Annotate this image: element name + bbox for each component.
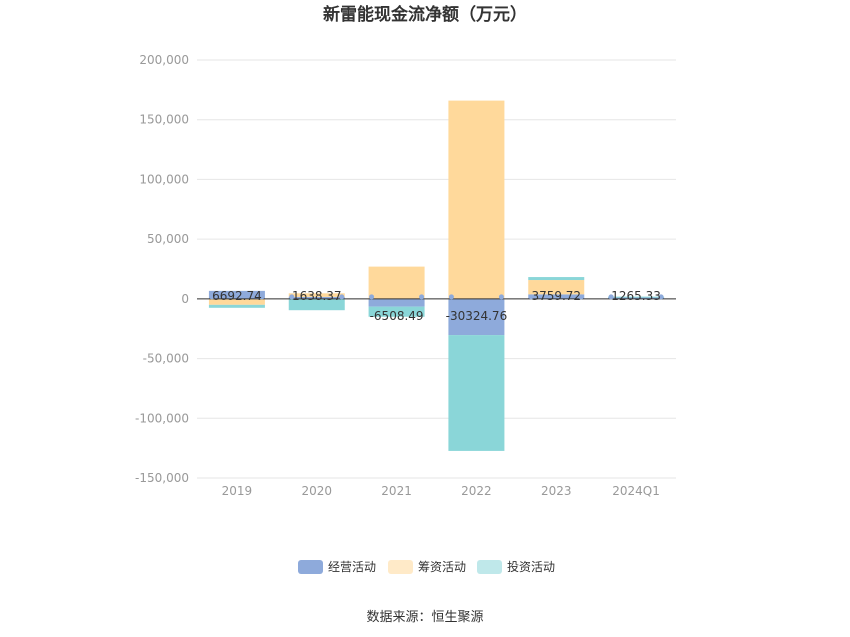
y-tick-label: 150,000: [139, 113, 189, 127]
bar-筹资活动-2022: [448, 100, 505, 299]
bar-筹资活动-2019: [208, 298, 265, 305]
bar-筹资活动-2023: [528, 280, 585, 295]
label-marker-left: [528, 294, 534, 300]
label-marker-left: [369, 294, 375, 300]
label-marker-left: [448, 294, 454, 300]
bar-筹资活动-2020: [288, 293, 345, 297]
y-tick-label: -100,000: [135, 411, 189, 425]
legend-swatch[interactable]: [388, 560, 413, 574]
bars: [208, 100, 665, 451]
bar-投资活动-2023: [528, 277, 585, 281]
bar-经营活动-2020: [288, 296, 345, 299]
label-marker-right: [259, 294, 265, 300]
label-marker-right: [658, 294, 664, 300]
y-tick-label: 200,000: [139, 53, 189, 67]
x-tick-label: 2021: [381, 484, 412, 498]
x-tick-label: 2020: [301, 484, 332, 498]
bar-投资活动-2024Q1: [608, 296, 665, 298]
legend-label[interactable]: 投资活动: [507, 559, 555, 574]
bar-经营活动-2022: [448, 298, 505, 336]
label-marker-left: [289, 294, 295, 300]
label-marker-right: [578, 294, 584, 300]
x-tick-label: 2024Q1: [612, 484, 660, 498]
data-labels: 6692.74 1638.37 -6508.49 -30324.76 3759.72 12…: [209, 289, 664, 323]
legend: 经营活动 筹资活动 投资活动: [298, 559, 555, 574]
x-tick-label: 2022: [461, 484, 492, 498]
y-tick-label: 100,000: [139, 172, 189, 186]
bar-筹资活动-2021: [368, 266, 425, 299]
y-axis: 200,000 150,000 100,000 50,000 0 -50,000 -100,…: [135, 53, 189, 485]
bar-经营活动-2024Q1: [608, 297, 665, 299]
legend-label[interactable]: 筹资活动: [418, 560, 466, 574]
bar-经营活动-2021: [368, 298, 425, 307]
data-label: 6692.74: [212, 289, 262, 303]
data-label: 1265.33: [611, 289, 661, 303]
data-label: 1638.37: [292, 289, 342, 303]
chart-title: 新雷能现金流净额（万元）: [323, 4, 527, 25]
y-tick-label: -150,000: [135, 471, 189, 485]
label-marker-right: [339, 294, 345, 300]
bar-经营活动-2019: [208, 290, 265, 299]
grid: [197, 59, 676, 479]
y-tick-label: -50,000: [143, 352, 189, 366]
bar-投资活动-2020: [288, 298, 345, 311]
y-tick-label: 0: [181, 292, 189, 306]
bar-投资活动-2021: [368, 306, 425, 317]
bar-投资活动-2019: [208, 304, 265, 308]
source-note: 数据来源：恒生聚源: [366, 610, 483, 625]
x-axis: 2019 2020 2021 2022 2023 2024Q1: [222, 484, 660, 498]
legend-label[interactable]: 经营活动: [328, 560, 376, 574]
x-tick-label: 2019: [222, 484, 253, 498]
label-marker-right: [419, 294, 425, 300]
label-marker-right: [498, 294, 504, 300]
y-tick-label: 50,000: [147, 232, 189, 246]
bar-投资活动-2022: [448, 335, 505, 451]
label-marker-left: [209, 294, 215, 300]
bar-经营活动-2023: [528, 294, 585, 299]
data-label: 3759.72: [531, 289, 581, 303]
legend-swatch[interactable]: [477, 560, 502, 574]
x-tick-label: 2023: [541, 484, 572, 498]
data-label: -30324.76: [446, 309, 508, 323]
data-label: -6508.49: [370, 309, 424, 323]
legend-swatch[interactable]: [298, 560, 323, 574]
label-marker-left: [608, 294, 614, 300]
